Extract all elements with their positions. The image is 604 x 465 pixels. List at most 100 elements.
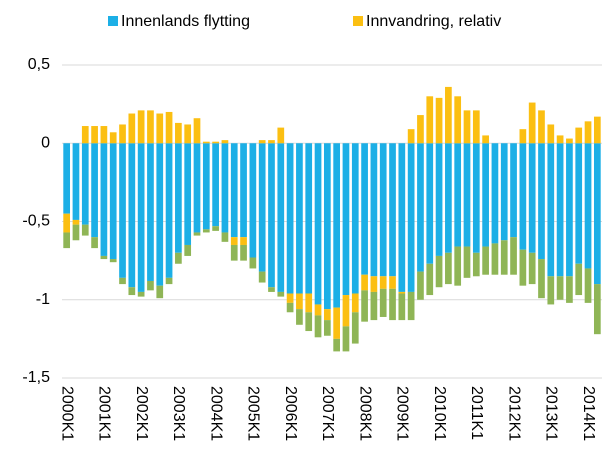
y-tick-label: -1	[36, 291, 50, 308]
bar	[389, 143, 396, 277]
bar	[165, 143, 173, 278]
bar	[519, 129, 527, 144]
bar	[593, 284, 601, 335]
bar	[193, 118, 201, 144]
bar	[463, 110, 471, 144]
bar	[119, 277, 126, 285]
bar	[81, 224, 89, 236]
x-tick-label: 2005K1	[245, 386, 262, 441]
bar	[202, 141, 210, 144]
bar	[258, 271, 266, 283]
bar	[370, 291, 378, 321]
bar	[137, 291, 145, 297]
bar	[137, 110, 145, 144]
bar	[296, 309, 303, 325]
x-tick-label: 2001K1	[96, 386, 113, 441]
bar	[156, 113, 164, 144]
bar	[109, 143, 117, 260]
bar	[268, 287, 275, 292]
bar	[137, 143, 145, 292]
bar	[147, 143, 154, 281]
bar	[398, 291, 406, 294]
bar	[500, 143, 508, 241]
bar	[147, 110, 154, 144]
bar	[575, 263, 583, 296]
bar	[361, 143, 368, 275]
bar	[491, 243, 499, 275]
y-tick-label: 0	[41, 134, 50, 151]
bar	[258, 140, 266, 144]
bar	[398, 293, 406, 321]
bar	[72, 143, 80, 220]
bar	[165, 111, 173, 144]
bar	[417, 115, 424, 144]
bar	[398, 143, 406, 292]
bar	[305, 312, 313, 332]
y-tick-label: -0,5	[22, 213, 50, 230]
bar	[584, 143, 592, 269]
x-tick-label: 2008K1	[356, 386, 373, 441]
bar	[547, 143, 555, 277]
bar	[184, 244, 192, 256]
bar	[361, 290, 368, 322]
bar	[202, 229, 210, 233]
bar	[128, 143, 136, 288]
bar	[575, 127, 583, 144]
bar	[379, 143, 387, 277]
bar	[482, 135, 489, 144]
bar	[323, 143, 331, 310]
bar	[81, 126, 89, 144]
bar	[333, 307, 341, 339]
bar	[175, 143, 182, 253]
bar	[454, 246, 462, 286]
bar	[91, 143, 98, 238]
x-tick-label: 2007K1	[319, 386, 336, 441]
bar	[500, 240, 508, 275]
x-tick-label: 2014K1	[580, 386, 597, 441]
bar	[426, 143, 434, 264]
bar	[584, 268, 592, 303]
bar	[63, 143, 71, 214]
bar	[147, 280, 154, 291]
bar	[566, 276, 573, 303]
bar	[519, 143, 527, 250]
bar	[100, 255, 108, 260]
bar	[277, 291, 285, 297]
bar	[109, 132, 117, 144]
legend-swatch	[108, 16, 118, 26]
legend-swatch	[353, 16, 363, 26]
bar	[593, 116, 601, 144]
bar	[370, 143, 378, 277]
bar	[482, 143, 489, 247]
bar	[389, 288, 396, 321]
bar	[389, 276, 396, 289]
bar	[333, 143, 341, 308]
bar	[175, 122, 182, 144]
bar	[314, 315, 322, 338]
bar	[240, 237, 247, 245]
bar	[277, 143, 285, 292]
bar	[128, 113, 136, 144]
bar	[268, 143, 275, 288]
bar	[538, 143, 545, 260]
bar	[556, 135, 564, 144]
bar	[212, 143, 219, 227]
bar	[547, 124, 555, 144]
bar	[193, 143, 201, 233]
bar	[417, 271, 424, 300]
bar	[240, 244, 247, 261]
bar	[342, 143, 350, 296]
bar	[472, 252, 480, 277]
bar	[323, 309, 331, 321]
bar	[445, 86, 452, 144]
bar	[538, 110, 545, 144]
bar	[435, 143, 443, 256]
bar	[538, 259, 545, 299]
x-tick-label: 2011K1	[468, 386, 485, 440]
bar	[296, 143, 303, 294]
bar	[528, 102, 536, 144]
bar	[296, 293, 303, 310]
bar	[184, 124, 192, 144]
bar	[351, 143, 359, 294]
